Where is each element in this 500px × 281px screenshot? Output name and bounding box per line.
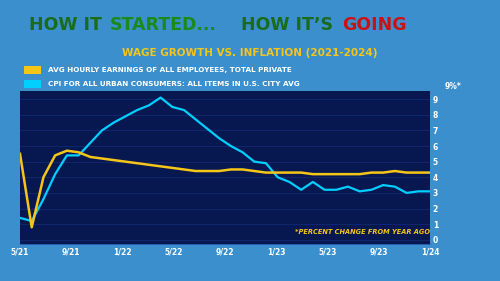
Text: HOW IT: HOW IT xyxy=(29,15,108,34)
Text: AVG HOURLY EARNINGS OF ALL EMPLOYEES, TOTAL PRIVATE: AVG HOURLY EARNINGS OF ALL EMPLOYEES, TO… xyxy=(48,67,292,73)
Text: GOING: GOING xyxy=(342,15,406,34)
Bar xyxy=(24,66,41,74)
Bar xyxy=(24,80,41,88)
Text: CPI FOR ALL URBAN CONSUMERS: ALL ITEMS IN U.S. CITY AVG: CPI FOR ALL URBAN CONSUMERS: ALL ITEMS I… xyxy=(48,81,300,87)
Text: *PERCENT CHANGE FROM YEAR AGO: *PERCENT CHANGE FROM YEAR AGO xyxy=(294,229,430,235)
Text: STARTED...: STARTED... xyxy=(110,15,216,34)
Text: HOW IT’S: HOW IT’S xyxy=(241,15,339,34)
Text: 9%*: 9%* xyxy=(444,82,461,91)
Text: WAGE GROWTH VS. INFLATION (2021-2024): WAGE GROWTH VS. INFLATION (2021-2024) xyxy=(122,48,378,58)
